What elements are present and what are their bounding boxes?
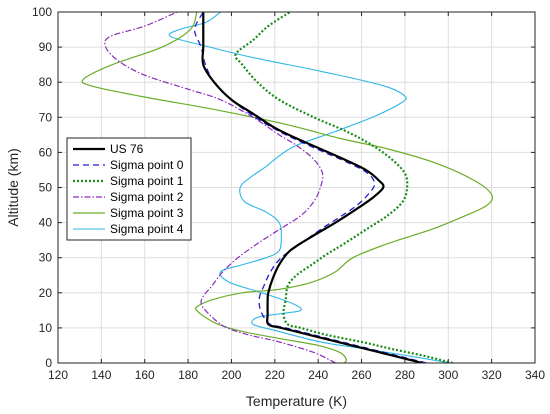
legend-label: Sigma point 0: [110, 158, 184, 172]
y-tick-label: 30: [39, 251, 53, 265]
legend-label: Sigma point 4: [110, 222, 184, 236]
y-axis-ticks: 0 10 20 30 40 50 60 70 80 90 100: [32, 5, 535, 370]
y-tick-label: 60: [39, 145, 53, 159]
x-tick-label: 120: [48, 368, 68, 382]
x-tick-label: 160: [135, 368, 155, 382]
legend-label: Sigma point 3: [110, 206, 184, 220]
legend-box: [66, 137, 192, 241]
y-tick-label: 50: [39, 181, 53, 195]
x-tick-label: 340: [525, 368, 545, 382]
series-line-sigma-point-2: [104, 12, 336, 363]
y-tick-label: 10: [39, 321, 53, 335]
series-line-us-76: [201, 12, 423, 363]
x-tick-label: 260: [352, 368, 372, 382]
x-tick-label: 200: [221, 368, 241, 382]
y-tick-label: 90: [39, 40, 53, 54]
grid-lines: [57, 11, 536, 364]
x-axis-ticks: 120 140 160 180 200 220 240 260 280 300 320 340: [48, 12, 545, 382]
y-tick-label: 20: [39, 286, 53, 300]
y-tick-label: 0: [45, 356, 52, 370]
x-tick-label: 280: [395, 368, 415, 382]
y-tick-label: 70: [39, 110, 53, 124]
x-tick-label: 320: [482, 368, 502, 382]
legend: US 76 Sigma point 0 Sigma point 1 Sigma poi…: [66, 137, 192, 241]
x-tick-label: 180: [178, 368, 198, 382]
series-layer: [81, 12, 494, 363]
x-tick-label: 300: [438, 368, 458, 382]
legend-label: US 76: [110, 142, 144, 156]
series-line-sigma-point-1: [234, 12, 453, 363]
y-axis-title: Altitude (km): [5, 148, 21, 227]
x-tick-label: 220: [265, 368, 285, 382]
x-axis-title: Temperature (K): [246, 393, 347, 409]
legend-label: Sigma point 1: [110, 174, 184, 188]
series-line-sigma-point-3: [81, 12, 494, 363]
series-line-sigma-point-4: [168, 12, 451, 363]
legend-label: Sigma point 2: [110, 190, 184, 204]
y-tick-label: 40: [39, 216, 53, 230]
x-tick-label: 140: [91, 368, 111, 382]
y-tick-label: 100: [32, 5, 52, 19]
x-tick-label: 240: [308, 368, 328, 382]
y-tick-label: 80: [39, 75, 53, 89]
